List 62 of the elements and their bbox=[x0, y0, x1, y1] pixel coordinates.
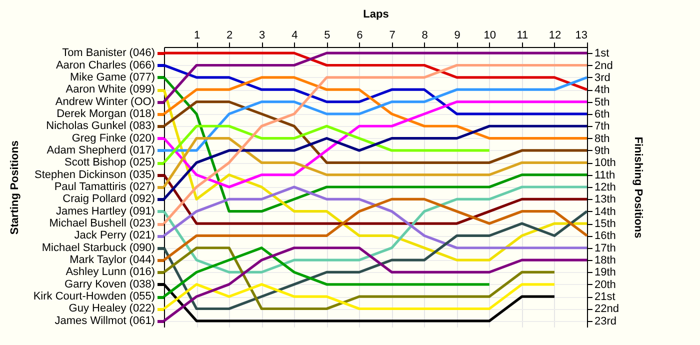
legend-label: Derek Morgan (018) bbox=[56, 108, 155, 120]
legend-label: Garry Koven (038) bbox=[64, 278, 155, 290]
y-tick-label: 23rd bbox=[594, 315, 617, 328]
y-axis-title: Finishing Positions bbox=[632, 136, 644, 238]
legend-label: Andrew Winter (OO) bbox=[55, 96, 155, 108]
legend-label: James Hartley (091) bbox=[56, 205, 155, 218]
y-tick-label: 7th bbox=[594, 120, 610, 133]
legend-label: Kirk Court-Howden (055) bbox=[33, 290, 155, 303]
legend-label: Greg Finke (020) bbox=[72, 132, 155, 144]
y-tick-label: 11th bbox=[594, 169, 616, 182]
y-tick-label: 13th bbox=[594, 194, 616, 206]
y-tick-label: 10th bbox=[594, 157, 616, 170]
x-tick-label: 11 bbox=[516, 30, 528, 42]
legend-label: Mike Game (077) bbox=[70, 71, 155, 84]
x-tick-label: 6 bbox=[356, 30, 363, 42]
legend-label: Tom Banister (046) bbox=[62, 47, 155, 60]
legend-label: Michael Starbuck (090) bbox=[42, 242, 155, 254]
y-tick-label: 2nd bbox=[594, 60, 613, 72]
y-tick-label: 9th bbox=[594, 144, 610, 157]
y-tick-label: 17th bbox=[594, 242, 616, 254]
y-tick-label: 3rd bbox=[594, 72, 610, 84]
legend-label: Michael Bushell (023) bbox=[49, 218, 155, 230]
y-tick-label: 4th bbox=[594, 84, 610, 96]
y-tick-label: 5th bbox=[594, 96, 610, 108]
x-tick-label: 2 bbox=[226, 30, 233, 42]
legend-label: Adam Shepherd (017) bbox=[46, 144, 155, 156]
y-tick-label: 6th bbox=[594, 108, 610, 120]
x-tick-label: 1 bbox=[194, 30, 200, 42]
y-tick-label: 21st bbox=[594, 291, 616, 304]
text: Starting Positions bbox=[9, 140, 21, 235]
x-tick-label: 3 bbox=[259, 30, 266, 42]
x-tick-label: 4 bbox=[292, 30, 298, 42]
y-tick-label: 18th bbox=[594, 254, 616, 267]
legend-label: Jack Perry (021) bbox=[74, 230, 155, 242]
y-tick-label: 12th bbox=[594, 182, 616, 194]
y-tick-label: 1st bbox=[594, 48, 610, 60]
x-axis-title: Laps bbox=[363, 8, 389, 20]
y-tick-label: 19th bbox=[594, 266, 616, 279]
y-tick-label: 14th bbox=[594, 206, 616, 218]
x-tick-label: 10 bbox=[484, 30, 496, 42]
y-tick-label: 20th bbox=[594, 278, 616, 291]
legend-label: Scott Bishop (025) bbox=[64, 156, 155, 169]
x-tick-label: 13 bbox=[575, 30, 588, 42]
y-tick-label: 22nd bbox=[594, 303, 619, 316]
legend-label: Ashley Lunn (016) bbox=[66, 266, 155, 278]
x-tick-label: 9 bbox=[454, 30, 460, 42]
legend-label: Stephen Dickinson (035) bbox=[34, 168, 155, 181]
x-tick-label: 7 bbox=[389, 30, 396, 42]
legend-label: Guy Healey (022) bbox=[68, 302, 155, 315]
legend-label: Craig Pollard (092) bbox=[62, 193, 155, 206]
legend-label: Nicholas Gunkel (083) bbox=[46, 120, 155, 132]
x-tick-label: 12 bbox=[548, 30, 562, 42]
y-tick-label: 16th bbox=[594, 230, 616, 242]
y-tick-label: 15th bbox=[594, 218, 616, 230]
legend-label: Aaron Charles (066) bbox=[56, 59, 155, 72]
legend-label: Paul Tamattiris (027) bbox=[54, 181, 155, 193]
legend-label: Aaron White (099) bbox=[66, 84, 155, 96]
x-tick-label: 5 bbox=[324, 30, 330, 42]
legend-label: Mark Taylor (044) bbox=[70, 254, 155, 266]
legend-label: James Willmot (061) bbox=[54, 314, 155, 327]
y-tick-label: 8th bbox=[594, 132, 610, 145]
x-tick-label: 8 bbox=[422, 30, 428, 42]
